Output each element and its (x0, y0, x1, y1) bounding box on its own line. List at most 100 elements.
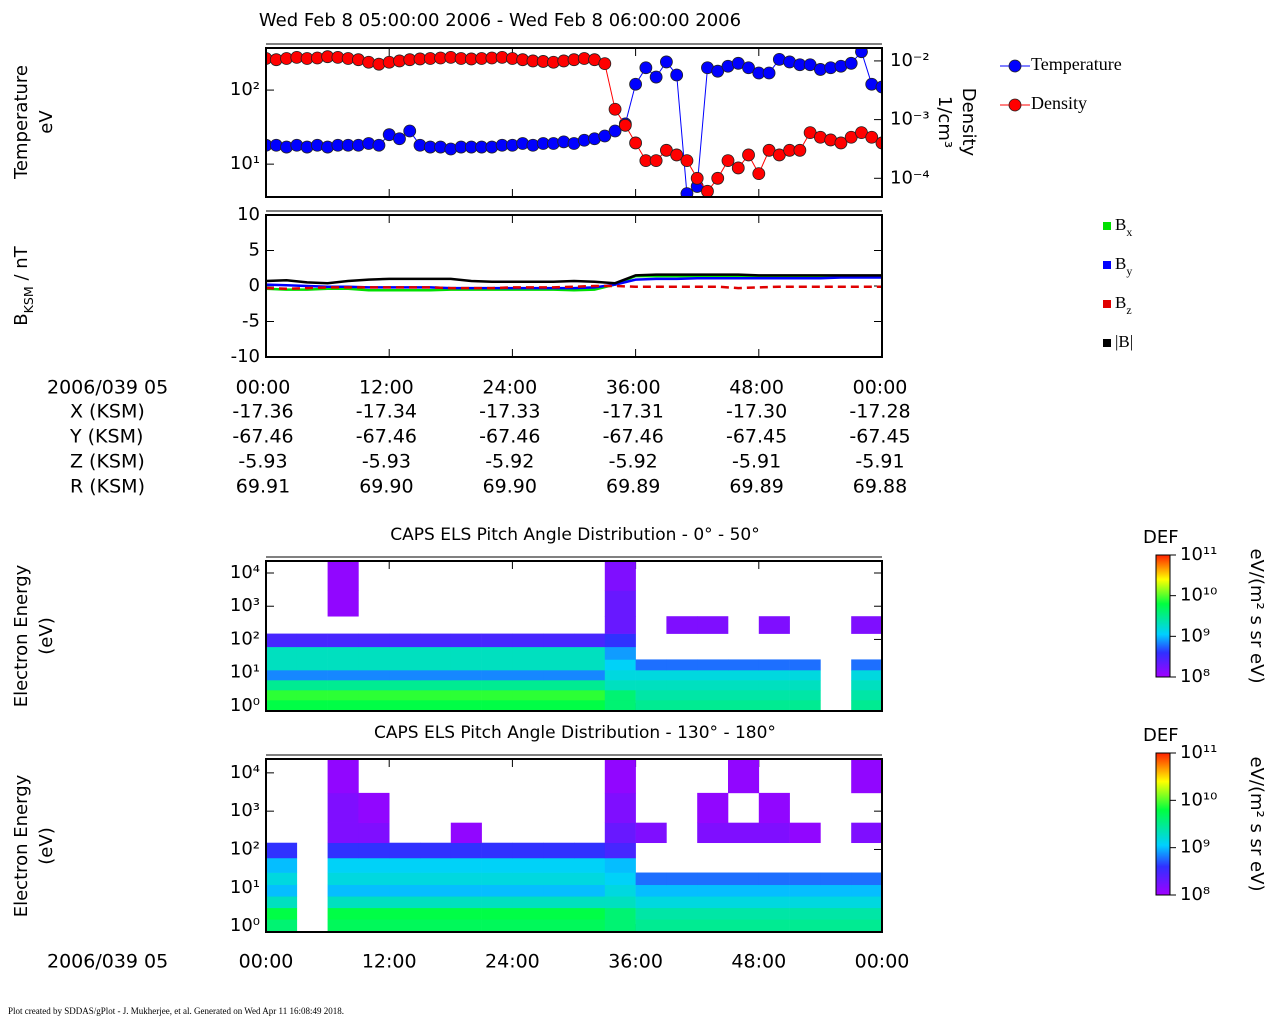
y-tick-label: 10³ (230, 595, 260, 616)
heat-cell (327, 670, 359, 681)
heat-cell (327, 792, 359, 823)
footer: Plot created by SDDAS/gPlot - J. Mukherj… (8, 1006, 344, 1016)
heat-cell (604, 561, 636, 591)
ephemeris-value: 69.90 (359, 476, 413, 498)
heat-cell (420, 646, 452, 660)
heat-cell (697, 792, 729, 823)
ephemeris-value: -5.91 (855, 451, 904, 473)
heat-cell (266, 884, 298, 897)
panel-title: CAPS ELS Pitch Angle Distribution - 130°… (374, 723, 776, 743)
legend-label: By (1115, 254, 1132, 278)
legend-swatch (1103, 222, 1111, 230)
heat-cell (758, 659, 790, 671)
ephemeris-value: -17.30 (726, 401, 787, 423)
heat-cell (389, 670, 421, 681)
panel-title: CAPS ELS Pitch Angle Distribution - 0° -… (390, 525, 759, 545)
heat-cell (389, 842, 421, 859)
x-tick-label: 00:00 (239, 951, 294, 973)
ephemeris-value: -17.34 (356, 401, 417, 423)
colorbar-tick-label: 10⁹ (1180, 837, 1210, 858)
heat-cell (481, 884, 513, 897)
marker (865, 130, 879, 144)
y-tick-label: -5 (242, 311, 260, 332)
heat-cell (327, 884, 359, 897)
heat-cell (789, 884, 821, 897)
ephemeris-value: 69.88 (853, 476, 907, 498)
marker (618, 118, 632, 132)
heat-cell (450, 907, 482, 920)
y-tick-label: 10² (230, 838, 260, 859)
heat-cell (481, 872, 513, 886)
heat-cell (851, 700, 883, 712)
heat-cell (420, 907, 452, 920)
heat-cell (574, 907, 606, 920)
heat-cell (512, 919, 544, 933)
marker (875, 136, 882, 150)
panel: 10⁰ 10¹ 10² 10³ 10⁴ Electron Energy (eV) CAPS E… (11, 525, 1267, 716)
heat-cell (758, 919, 790, 933)
heat-cell (604, 700, 636, 712)
heat-cell (389, 700, 421, 712)
ephemeris-row-label: X (KSM) (70, 401, 145, 423)
heat-cell (728, 690, 760, 701)
heat-cell (481, 842, 513, 859)
heat-cell (420, 857, 452, 873)
heat-cell (604, 792, 636, 823)
ephemeris-value: 69.89 (729, 476, 783, 498)
heat-cell (666, 872, 698, 886)
heat-cell (758, 822, 790, 844)
heat-cell (604, 842, 636, 859)
marker (742, 61, 755, 75)
marker (690, 171, 704, 185)
series-line (266, 273, 882, 285)
y-tick-label: 10⁰ (230, 915, 260, 936)
heat-cell (543, 680, 575, 691)
ephemeris-value: -5.92 (485, 451, 534, 473)
heat-cell (697, 919, 729, 933)
heat-cell (728, 822, 760, 844)
heat-cell (389, 857, 421, 873)
heat-cell (358, 690, 390, 701)
y-tick-label: 10³ (230, 800, 260, 821)
heat-cell (327, 857, 359, 873)
ephemeris-table: 2006/039 05 00:00 12:00 24:00 36:00 48:00 00:0… (47, 377, 911, 498)
marker (762, 66, 776, 80)
heat-cell (420, 896, 452, 909)
heat-cell (327, 759, 359, 794)
heat-cell (728, 872, 760, 886)
heat-cell (635, 680, 667, 691)
heat-cell (266, 646, 298, 660)
heat-cell (851, 896, 883, 909)
legend-label: Bx (1115, 215, 1132, 239)
ephemeris-value: -5.93 (238, 451, 287, 473)
heat-cell (604, 680, 636, 691)
heat-cell (851, 919, 883, 933)
heat-cell (728, 919, 760, 933)
heat-cell (543, 670, 575, 681)
heat-cell (389, 919, 421, 933)
panel: -10 -5 0 5 10 BKSM / nT Bx By Bz |B| (11, 204, 1133, 367)
heat-cell (512, 670, 544, 681)
marker (660, 55, 673, 69)
heat-cell (604, 659, 636, 671)
heat-cell (420, 670, 452, 681)
heat-cell (327, 690, 359, 701)
heat-cell (789, 690, 821, 701)
plot-area (266, 48, 882, 197)
marker (752, 167, 766, 181)
marker (649, 70, 663, 84)
heat-cell (574, 690, 606, 701)
heat-cell (358, 659, 390, 671)
heat-cell (758, 690, 790, 701)
heat-cell (635, 700, 667, 712)
heat-cell (358, 792, 390, 823)
heat-cell (358, 857, 390, 873)
ephemeris-value: -17.28 (849, 401, 910, 423)
ephemeris-time: 36:00 (606, 377, 661, 399)
heat-cell (543, 646, 575, 660)
heat-cell (666, 690, 698, 701)
colorbar-label: DEF (1143, 527, 1179, 548)
heat-cell (820, 872, 852, 886)
heat-cell (512, 633, 544, 648)
heat-cell (789, 670, 821, 681)
